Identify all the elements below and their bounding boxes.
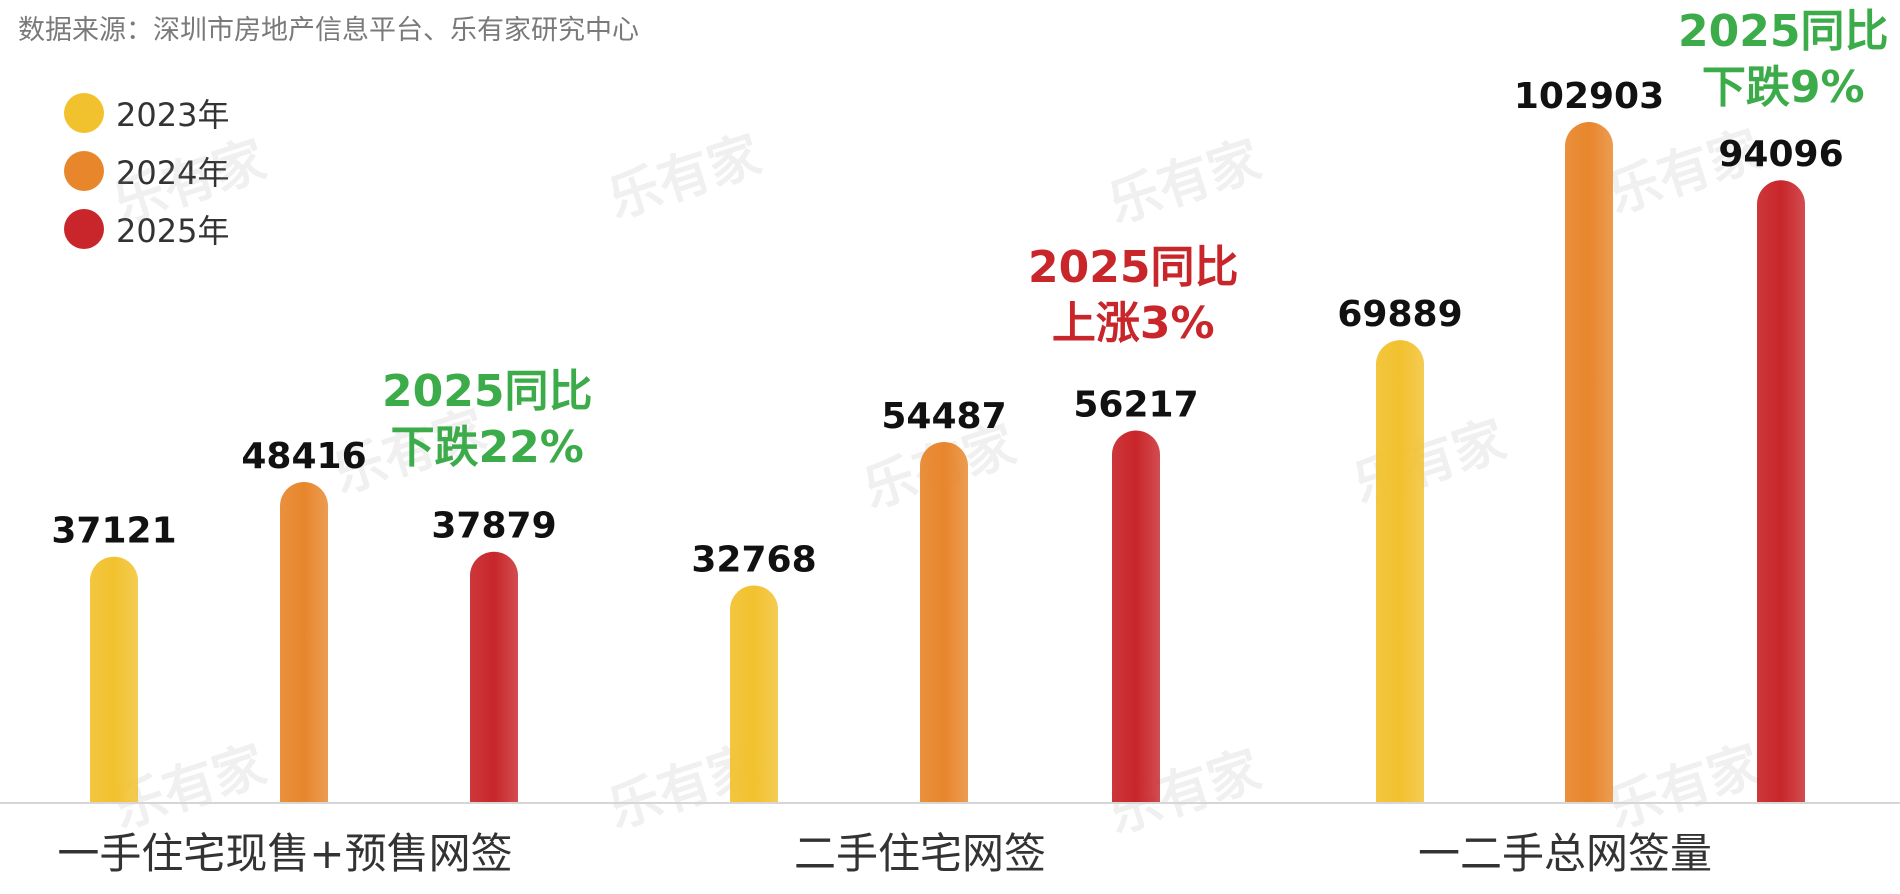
annotation-first-hand: 2025同比 下跌22% [382, 364, 592, 476]
data-label: 102903 [1514, 76, 1664, 117]
data-label: 54487 [881, 396, 1006, 437]
annotation-line1: 2025同比 [1678, 6, 1889, 57]
annotation-line2: 下跌22% [390, 422, 584, 473]
legend-swatch [64, 151, 104, 191]
bar-2025-cat0 [470, 551, 518, 802]
data-label: 69889 [1337, 294, 1462, 335]
legend-item: 2024年 [64, 142, 229, 200]
legend-swatch [64, 93, 104, 133]
category-label: 一二手总网签量 [1418, 829, 1712, 878]
bar-2025-cat1 [1112, 430, 1160, 802]
bar-2024-cat0 [280, 482, 328, 802]
bar-2023-cat1 [730, 585, 778, 802]
data-label: 56217 [1073, 385, 1198, 426]
category-label: 二手住宅网签 [794, 829, 1046, 878]
category-label: 一手住宅现售+预售网签 [57, 829, 512, 878]
data-label: 37879 [431, 506, 556, 547]
data-label: 37121 [51, 511, 176, 552]
data-label: 94096 [1718, 134, 1843, 175]
annotation-line1: 2025同比 [382, 366, 593, 417]
bar-2025-cat2 [1757, 180, 1805, 802]
annotation-second-hand: 2025同比 上涨3% [1028, 240, 1238, 352]
legend-item: 2023年 [64, 84, 229, 142]
source-note: 数据来源：深圳市房地产信息平台、乐有家研究中心 [18, 15, 639, 46]
annotation-line1: 2025同比 [1028, 242, 1239, 293]
legend-label: 2024年 [116, 154, 230, 192]
bar-2024-cat2 [1565, 122, 1613, 802]
legend-swatch [64, 209, 104, 249]
data-label: 32768 [691, 539, 816, 580]
annotation-line2: 下跌9% [1701, 62, 1865, 113]
legend-label: 2023年 [116, 96, 230, 134]
annotation-total: 2025同比 下跌9% [1678, 4, 1888, 116]
data-label: 48416 [241, 436, 366, 477]
legend: 2023年 2024年 2025年 [64, 84, 229, 258]
bar-2023-cat0 [90, 556, 138, 802]
annotation-line2: 上涨3% [1051, 298, 1215, 349]
bar-2024-cat1 [920, 441, 968, 802]
legend-item: 2025年 [64, 200, 229, 258]
legend-label: 2025年 [116, 212, 230, 250]
bar-2023-cat2 [1376, 340, 1424, 802]
